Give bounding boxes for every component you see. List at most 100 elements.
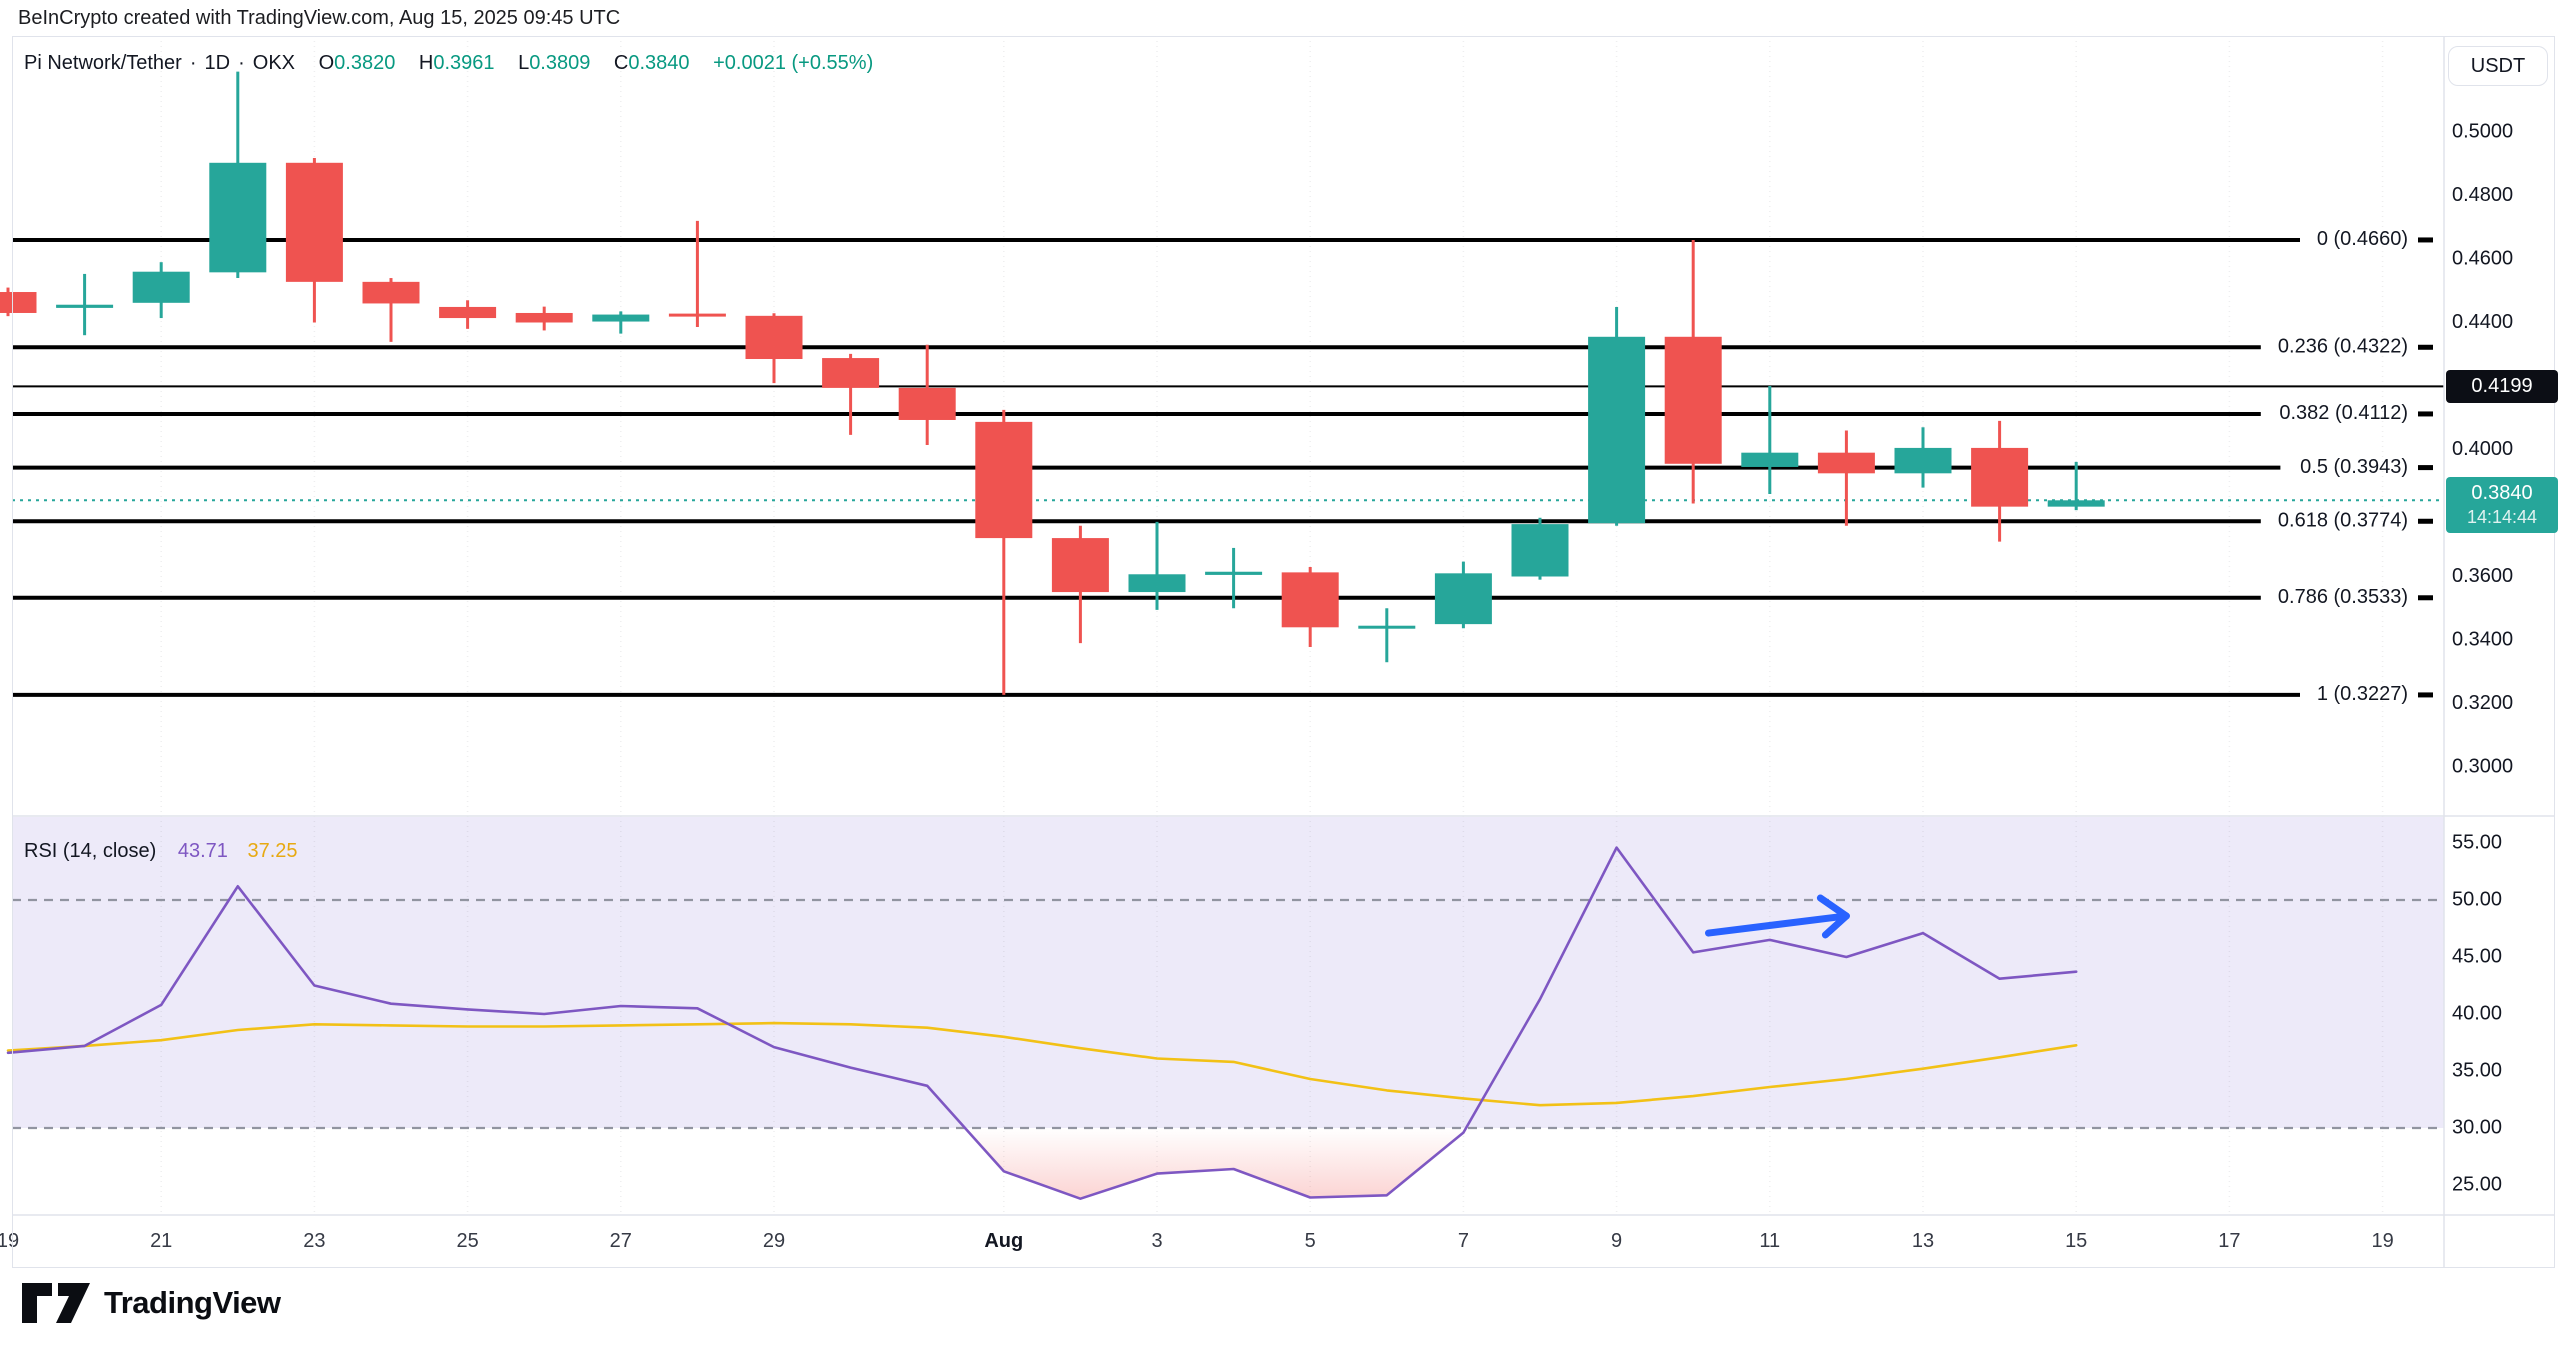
rsi-line: [6, 846, 2078, 1200]
candle: [822, 358, 880, 388]
time-tick-label: 15: [2065, 1230, 2087, 1252]
candle: [1664, 336, 1722, 464]
low-value: 0.3809: [529, 52, 591, 74]
time-tick-label: 19: [2371, 1230, 2393, 1252]
candle: [515, 312, 573, 323]
tradingview-logo-text: TradingView: [104, 1285, 281, 1320]
rsi-tick-label: 45.00: [2452, 945, 2502, 967]
tradingview-logo[interactable]: TradingView: [20, 1281, 281, 1325]
rsi-tick-label: 40.00: [2452, 1002, 2502, 1024]
fib-axis-tick: [2418, 465, 2433, 471]
high-value: 0.3961: [433, 52, 495, 74]
trend-arrow-shaft[interactable]: [1705, 912, 1850, 937]
close-label: C: [613, 52, 629, 74]
rsi-tick-label: 35.00: [2452, 1059, 2502, 1081]
time-tick-label: 29: [763, 1230, 785, 1252]
fib-axis-tick: [2418, 237, 2433, 243]
candle: [898, 387, 956, 420]
price-axis[interactable]: [2444, 36, 2556, 1268]
attribution-text: BeInCrypto created with TradingView.com,…: [18, 7, 621, 29]
price-tick-label: 0.3400: [2452, 628, 2513, 650]
rsi-tick-label: 50.00: [2452, 888, 2502, 910]
last-price-badge: 0.3840 14:14:44: [2446, 477, 2558, 533]
fib-label: 0 (0.4660): [2317, 228, 2408, 250]
candle: [132, 271, 190, 303]
time-tick-label: 5: [1305, 1230, 1316, 1252]
fib-label: 0.236 (0.4322): [2278, 336, 2408, 358]
fib-axis-tick: [2418, 595, 2433, 601]
rsi-ma-value: 37.25: [247, 840, 298, 862]
time-tick-label: 17: [2218, 1230, 2240, 1252]
candle: [439, 306, 497, 319]
open-label: O: [318, 52, 335, 74]
fib-label: 0.618 (0.3774): [2278, 510, 2408, 532]
price-tick-label: 0.4600: [2452, 247, 2513, 269]
candle: [1588, 336, 1646, 524]
change-value: +0.0021 (+0.55%): [713, 52, 874, 74]
time-tick-label: 19: [0, 1230, 19, 1252]
bar-countdown: 14:14:44: [2466, 507, 2538, 528]
rsi-ma-line: [6, 1021, 2078, 1107]
interval-label: 1D: [204, 52, 231, 74]
exchange-label: OKX: [252, 52, 296, 74]
fib-label: 0.382 (0.4112): [2279, 402, 2408, 424]
candle: [1894, 447, 1952, 474]
close-value: 0.3840: [628, 52, 690, 74]
candle: [56, 304, 114, 308]
rsi-tick-label: 30.00: [2452, 1116, 2502, 1138]
rsi-band-background: [12, 817, 2444, 1128]
candle: [745, 315, 803, 360]
candle: [1971, 447, 2029, 507]
tradingview-logo-icon: [22, 1283, 90, 1323]
fib-axis-tick: [2418, 411, 2433, 417]
candle: [209, 162, 267, 273]
candle: [1741, 452, 1799, 467]
horizontal-line-price-badge: 0.4199: [2446, 370, 2558, 403]
time-tick-label: 25: [456, 1230, 478, 1252]
fib-label: 1 (0.3227): [2317, 683, 2408, 705]
fib-axis-tick: [2418, 692, 2433, 698]
price-tick-label: 0.3600: [2452, 565, 2513, 587]
candle: [1434, 573, 1492, 625]
rsi-oversold-fill: [965, 1128, 1466, 1199]
candle: [1205, 571, 1263, 575]
candle: [285, 162, 343, 282]
open-value: 0.3820: [334, 52, 396, 74]
high-label: H: [418, 52, 434, 74]
time-tick-label: 27: [610, 1230, 632, 1252]
candle: [1358, 625, 1416, 629]
rsi-tick-label: 55.00: [2452, 831, 2502, 853]
candle: [1051, 538, 1109, 593]
price-tick-label: 0.4000: [2452, 438, 2513, 460]
price-tick-label: 0.3000: [2452, 755, 2513, 777]
trend-arrow-head[interactable]: [1816, 894, 1850, 939]
rsi-legend: RSI (14, close) 43.71 37.25: [24, 840, 298, 863]
candle: [1281, 572, 1339, 628]
rsi-tick-label: 25.00: [2452, 1173, 2502, 1195]
rsi-legend-label: RSI (14, close): [24, 840, 157, 862]
symbol-legend: Pi Network/Tether · 1D · OKX O0.3820 H0.3961…: [24, 52, 874, 74]
time-tick-label: Aug: [984, 1230, 1023, 1252]
last-price-value: 0.3840: [2471, 482, 2533, 505]
fib-axis-tick: [2418, 344, 2433, 350]
fib-label: 0.786 (0.3533): [2278, 586, 2408, 608]
time-tick-label: 11: [1759, 1230, 1780, 1252]
candle: [1817, 452, 1875, 474]
time-tick-label: 7: [1458, 1230, 1469, 1252]
rsi-value: 43.71: [177, 840, 228, 862]
time-tick-label: 13: [1912, 1230, 1934, 1252]
price-tick-label: 0.4800: [2452, 184, 2513, 206]
fib-axis-tick: [2418, 518, 2433, 524]
candle: [362, 281, 420, 304]
candle: [1128, 574, 1186, 593]
candle: [668, 313, 726, 317]
candle: [1511, 524, 1569, 577]
currency-toggle-button[interactable]: USDT: [2448, 46, 2548, 86]
time-tick-label: 3: [1151, 1230, 1162, 1252]
price-tick-label: 0.5000: [2452, 120, 2513, 142]
symbol-name: Pi Network/Tether: [24, 52, 182, 74]
price-tick-label: 0.3200: [2452, 692, 2513, 714]
candle: [0, 292, 37, 313]
